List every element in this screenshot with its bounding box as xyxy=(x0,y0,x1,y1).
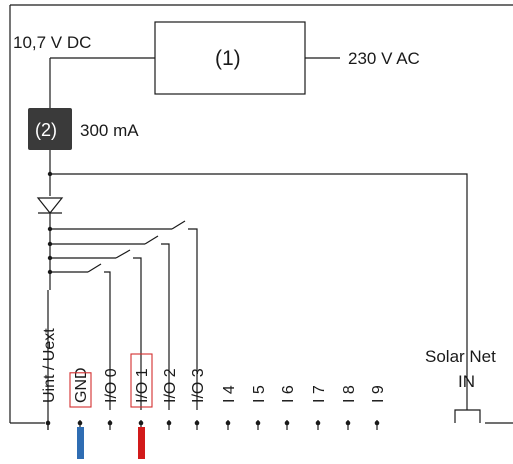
terminal-label: I 9 xyxy=(370,385,387,403)
switch-out-4 xyxy=(104,271,111,410)
switch-blade-1 xyxy=(171,220,186,230)
solar-net-label: Solar Net xyxy=(425,347,496,366)
switch-out-2 xyxy=(161,243,170,410)
terminal-dot xyxy=(166,420,172,426)
switch-out-1 xyxy=(188,228,198,410)
supply-voltage-label: 10,7 V DC xyxy=(13,33,91,52)
terminal-label: I 4 xyxy=(221,385,238,403)
junction-dot xyxy=(47,241,53,247)
terminal-dot xyxy=(374,420,380,426)
terminal-label: I 5 xyxy=(251,385,268,403)
junction-dot xyxy=(47,226,53,232)
terminal-strip: Uint / Uext GND I/O 0 I/O 1 I/O 2 I/O 3 I 4 I 5… xyxy=(41,328,387,459)
junction-dot xyxy=(47,269,53,275)
switch-out-3 xyxy=(133,257,142,410)
terminal-dot xyxy=(138,420,144,426)
mains-voltage-label: 230 V AC xyxy=(348,49,420,68)
terminal-dot xyxy=(45,420,51,426)
terminal-highlight-box xyxy=(69,372,92,408)
solar-net-connector xyxy=(454,409,481,423)
terminal-dot xyxy=(315,420,321,426)
terminal-label: I 8 xyxy=(341,385,358,403)
terminal-label: Uint / Uext xyxy=(41,328,58,403)
terminal-wire xyxy=(138,427,145,459)
terminal-dot xyxy=(225,420,231,426)
switch-blade-4 xyxy=(87,263,102,273)
terminal-dot xyxy=(345,420,351,426)
junction-dot xyxy=(47,171,53,177)
junction-dot xyxy=(47,255,53,261)
terminal-label: I 7 xyxy=(311,385,328,403)
terminal-dot xyxy=(77,420,83,426)
terminal-label: I/O 3 xyxy=(190,368,207,403)
terminal-dot xyxy=(107,420,113,426)
solar-net-in-label: IN xyxy=(458,372,475,391)
diode-icon xyxy=(36,197,64,214)
fuse-current-label: 300 mA xyxy=(80,121,139,140)
switch-blade-2 xyxy=(144,235,159,245)
terminal-label: GND xyxy=(73,367,90,403)
terminal-label: I 6 xyxy=(280,385,297,403)
terminal-highlight-box xyxy=(130,353,153,408)
solar-net-wire xyxy=(50,173,468,410)
terminal-label: I/O 0 xyxy=(103,368,120,403)
terminal-dot xyxy=(255,420,261,426)
terminal-dot xyxy=(284,420,290,426)
fuse-label: (2) xyxy=(35,120,57,140)
fuse-box xyxy=(28,108,72,150)
terminal-dot xyxy=(194,420,200,426)
power-unit-label: (1) xyxy=(215,47,241,70)
terminal-label: I/O 2 xyxy=(162,368,179,403)
terminal-label: I/O 1 xyxy=(134,368,151,403)
switch-blade-3 xyxy=(115,249,131,259)
terminal-wire xyxy=(77,427,84,459)
